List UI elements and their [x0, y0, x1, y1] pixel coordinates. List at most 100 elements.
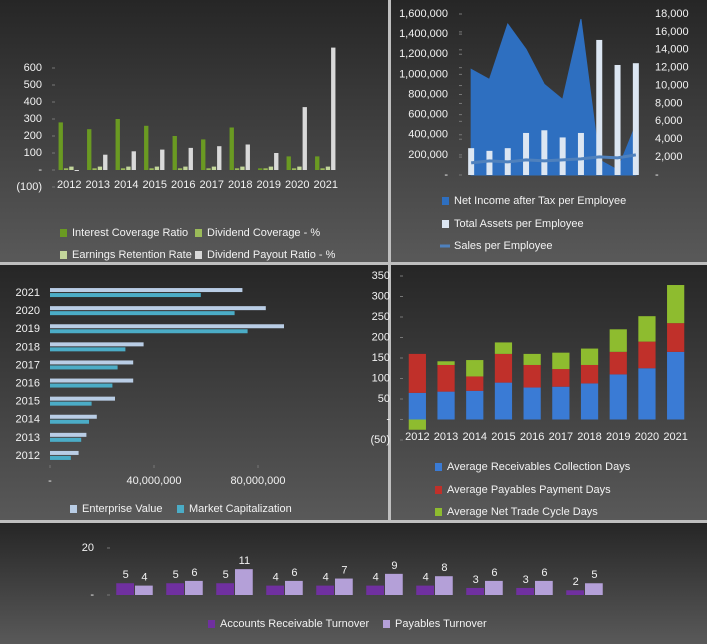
x-tick-label: 40,000,000: [126, 475, 181, 487]
bar: [245, 144, 250, 170]
bar: [585, 583, 603, 595]
bar: [144, 125, 149, 170]
bar: [263, 168, 268, 170]
bar: [316, 585, 334, 595]
y-tick-label: -: [90, 589, 94, 601]
bar: [609, 374, 627, 420]
bar: [234, 168, 240, 170]
bar: [240, 166, 245, 170]
bar: [667, 323, 685, 352]
bar: [103, 154, 108, 170]
bar: [523, 364, 541, 388]
bar: [638, 368, 656, 420]
bar: [235, 569, 253, 595]
y-tick-label: 20: [82, 542, 94, 554]
bar: [466, 390, 484, 420]
data-label: 4: [323, 572, 329, 584]
bar: [50, 383, 113, 388]
y-tick-label: 50: [378, 393, 390, 405]
bar: [50, 396, 115, 401]
y-tick-label: 600: [24, 62, 42, 74]
y-tick-label: 2014: [16, 414, 40, 426]
bar: [183, 166, 188, 170]
x-tick-label: 2013: [434, 431, 458, 443]
bar: [50, 378, 134, 383]
bar: [485, 580, 503, 595]
bar: [366, 585, 384, 595]
bar: [435, 576, 453, 595]
legend-swatch: [70, 505, 77, 513]
bar: [50, 311, 235, 316]
bar: [437, 391, 455, 420]
y-tick-label: -: [38, 164, 42, 176]
bar: [185, 580, 203, 595]
bar: [437, 361, 455, 365]
y-tick-label: 2,000: [655, 151, 683, 163]
bar: [50, 329, 248, 334]
bar: [535, 580, 553, 595]
y-tick-label: 1,600,000: [399, 8, 448, 20]
y-tick-label: 100: [24, 147, 42, 159]
legend-label: Enterprise Value: [82, 503, 163, 515]
bar: [50, 293, 201, 298]
bar: [466, 376, 484, 391]
x-tick-label: 2015: [491, 431, 515, 443]
bar: [638, 341, 656, 369]
bar: [69, 166, 74, 170]
bar: [385, 573, 403, 595]
bar: [50, 455, 71, 460]
y-tick-label: (100): [16, 181, 42, 193]
legend-label: Accounts Receivable Turnover: [220, 618, 370, 630]
y-tick-label: 2021: [16, 287, 40, 299]
bar: [258, 168, 263, 170]
x-tick-label: 2019: [606, 431, 630, 443]
legend-swatch: [60, 251, 67, 259]
data-label: 2: [573, 576, 579, 588]
y-tick-label: 300: [24, 113, 42, 125]
bar: [120, 168, 126, 170]
bar: [211, 166, 217, 170]
bar: [217, 146, 222, 170]
data-label: 5: [173, 569, 179, 581]
bar: [291, 168, 297, 170]
y-tick-label: 1,000,000: [399, 68, 448, 80]
x-tick-label: 2016: [520, 431, 544, 443]
x-tick-label: 2014: [463, 431, 487, 443]
y-tick-label: 400,000: [408, 129, 448, 141]
bar: [667, 351, 685, 420]
x-tick-label: 2012: [57, 179, 81, 191]
legend-swatch: [435, 508, 442, 516]
bar: [494, 353, 513, 383]
bar: [268, 166, 274, 170]
y-tick-label: 10,000: [655, 79, 689, 91]
data-label: 9: [391, 560, 397, 572]
bar: [437, 364, 455, 392]
bar: [229, 127, 234, 170]
legend-label: Interest Coverage Ratio: [72, 227, 188, 239]
bar: [552, 386, 570, 420]
x-tick-label: 2018: [228, 179, 252, 191]
x-tick-label: 2012: [405, 431, 429, 443]
bar: [50, 437, 82, 442]
x-tick-label: 2013: [86, 179, 110, 191]
y-tick-label: -: [655, 169, 659, 181]
y-tick-label: 300: [372, 290, 390, 302]
bar: [523, 132, 530, 175]
panel: [0, 265, 388, 520]
y-tick-label: 2017: [16, 359, 40, 371]
bar: [494, 342, 513, 354]
x-tick-label: 2019: [257, 179, 281, 191]
data-label: 6: [191, 567, 197, 579]
x-tick-label: 2016: [171, 179, 195, 191]
bar: [552, 352, 570, 370]
y-tick-label: 800,000: [408, 88, 448, 100]
legend-swatch: [60, 229, 67, 237]
y-tick-label: 14,000: [655, 44, 689, 56]
y-tick-label: 150: [372, 352, 390, 364]
legend-label: Dividend Coverage - %: [207, 227, 320, 239]
data-label: 5: [223, 569, 229, 581]
line: [470, 153, 637, 165]
legend-label: Average Net Trade Cycle Days: [447, 506, 598, 518]
bar: [166, 583, 184, 595]
